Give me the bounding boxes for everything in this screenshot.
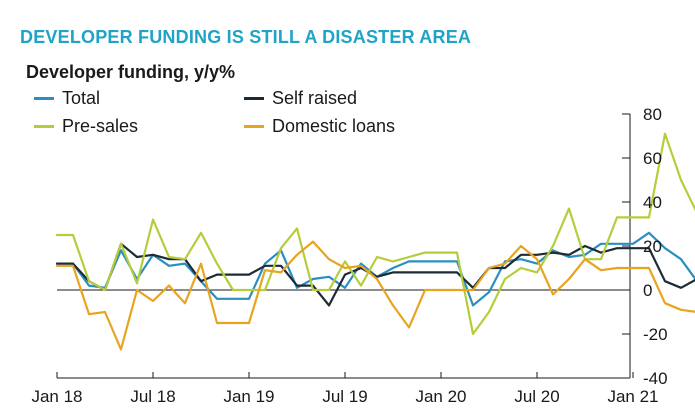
legend-swatch-self-raised (244, 97, 264, 100)
chart-axes (57, 114, 631, 379)
x-tick-label: Jul 20 (514, 387, 559, 406)
legend-item-pre-sales: Pre-sales (34, 116, 138, 137)
x-axis-ticks: Jan 18 Jul 18 Jan 19 Jul 19 Jan 20 Jul 20 Jan … (31, 372, 659, 406)
y-tick-label: 20 (643, 237, 662, 256)
chart-subtitle: Developer funding, y/y% (26, 62, 236, 82)
y-tick-label: 80 (643, 105, 662, 124)
y-tick-label: 40 (643, 193, 662, 212)
x-tick-label: Jan 18 (31, 387, 82, 406)
series-line-domestic-loans (55, 240, 695, 351)
y-tick-label: -20 (643, 325, 668, 344)
y-tick-label: 0 (643, 281, 652, 300)
legend-item-self-raised: Self raised (244, 88, 357, 109)
x-tick-label: Jan 20 (415, 387, 466, 406)
x-tick-label: Jan 19 (223, 387, 274, 406)
legend-swatch-total (34, 97, 54, 100)
legend-swatch-domestic-loans (244, 125, 264, 128)
x-tick-label: Jul 19 (322, 387, 367, 406)
y-tick-label: 60 (643, 149, 662, 168)
chart-lines (55, 132, 695, 351)
legend-label-total: Total (62, 88, 101, 108)
chart-title: DEVELOPER FUNDING IS STILL A DISASTER AR… (20, 27, 472, 47)
legend-label-self-raised: Self raised (272, 88, 358, 108)
x-tick-label: Jul 18 (130, 387, 175, 406)
y-axis-ticks: 80 60 40 20 0 -20 -40 (622, 105, 668, 388)
legend-item-domestic-loans: Domestic loans (244, 116, 395, 137)
legend-label-pre-sales: Pre-sales (62, 116, 139, 136)
legend-item-total: Total (34, 88, 100, 109)
y-tick-label: -40 (643, 369, 668, 388)
x-tick-label: Jan 21 (607, 387, 658, 406)
legend-label-domestic-loans: Domestic loans (272, 116, 396, 136)
series-line-pre-sales (55, 132, 695, 336)
series-line-total (55, 231, 695, 307)
legend-swatch-pre-sales (34, 125, 54, 128)
